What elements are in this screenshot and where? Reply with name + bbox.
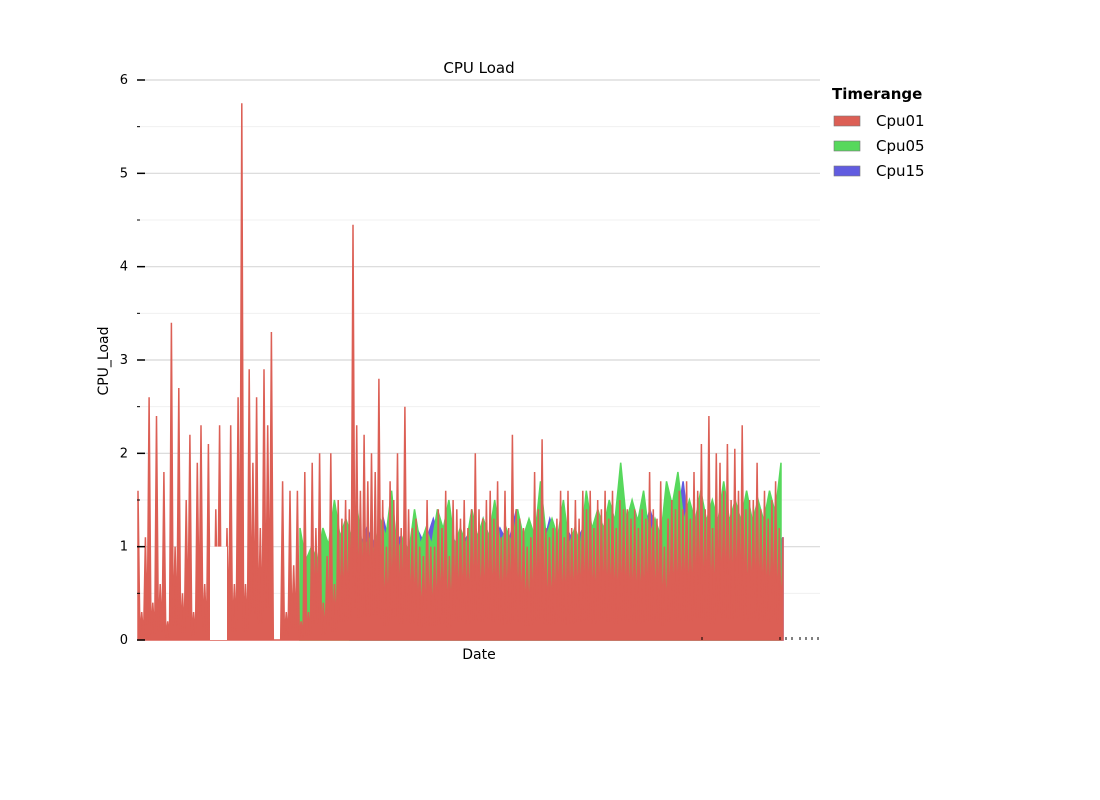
chart-title: CPU Load [443,59,514,77]
y-axis-label: CPU_Load [96,326,112,395]
y-tick-label: 0 [120,633,128,648]
y-tick-label: 5 [120,166,128,181]
series-areas [137,103,784,641]
y-tick-label: 4 [120,260,128,275]
legend-label-cpu05: Cpu05 [876,137,925,155]
y-tick-label: 6 [120,73,128,88]
y-tick-label: 2 [120,446,128,461]
legend-title: Timerange [832,85,922,103]
legend-swatch-cpu01 [833,115,861,127]
legend-label-cpu15: Cpu15 [876,162,925,180]
area-gap [210,546,227,640]
axes: 0 1 2 3 4 5 6 [120,73,819,648]
legend-swatch-cpu15 [833,165,861,177]
legend-swatch-cpu05 [833,140,861,152]
y-tick-label: 1 [120,540,128,555]
x-axis-label: Date [462,647,495,663]
y-tick-label: 3 [120,353,128,368]
series-area-cpu01 [137,103,784,641]
legend-label-cpu01: Cpu01 [876,112,925,130]
legend: Timerange Cpu01 Cpu05 Cpu15 [832,85,925,180]
